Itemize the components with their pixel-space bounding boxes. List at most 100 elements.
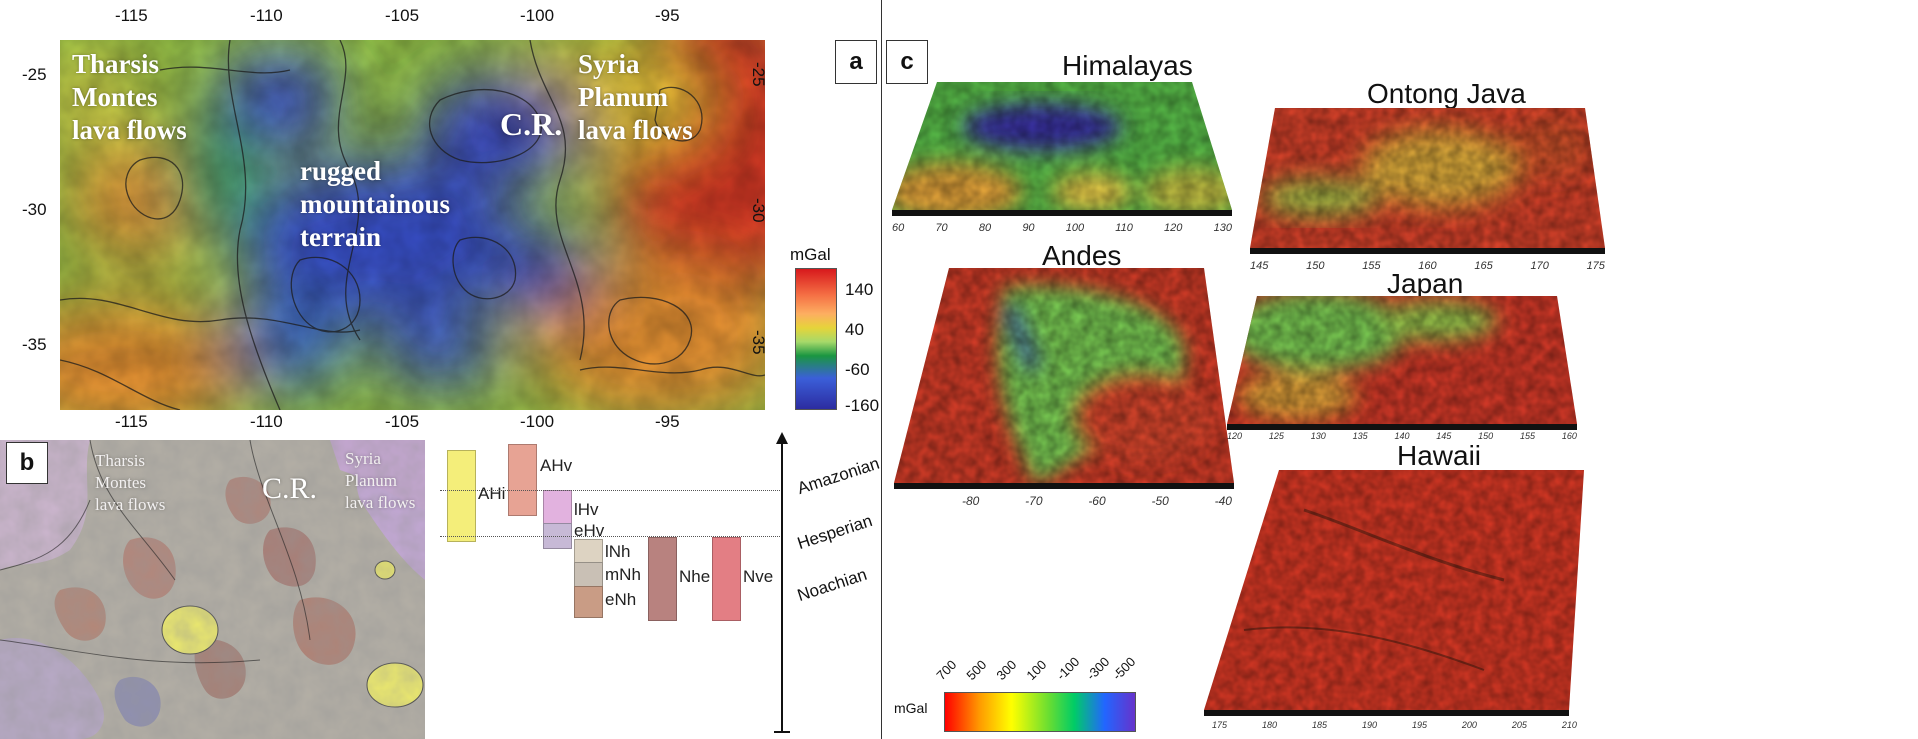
andes-tick: -50 bbox=[1151, 494, 1169, 508]
gravity-anomaly-map-image bbox=[60, 40, 765, 410]
hawaii-title: Hawaii bbox=[1397, 440, 1482, 471]
unit-enh-box bbox=[574, 586, 603, 618]
panel-divider bbox=[881, 0, 882, 739]
unit-lnh-box bbox=[574, 539, 603, 564]
himalayas-gravity-surface bbox=[892, 82, 1232, 216]
amazonian-hesperian-boundary bbox=[440, 490, 780, 491]
panel-a-colorbar-tick: -60 bbox=[845, 360, 870, 379]
gravity-anomaly-map: Tharsis Montes lava flows Syria Planum l… bbox=[60, 40, 765, 410]
japan-tick: 140 bbox=[1394, 431, 1410, 441]
geologic-map-image bbox=[0, 440, 425, 739]
ontong-java-tick: 145 bbox=[1250, 260, 1269, 272]
japan-tick: 130 bbox=[1310, 431, 1326, 441]
unit-mnh-box bbox=[574, 562, 603, 588]
japan-tick: 135 bbox=[1352, 431, 1368, 441]
panel-a-colorbar bbox=[795, 268, 837, 410]
hawaii-gravity-surface bbox=[1204, 470, 1584, 716]
japan-axis: 120 125 130 135 140 145 150 155 160 bbox=[1227, 431, 1577, 441]
ontong-java-axis: 145 150 155 160 165 170 175 bbox=[1250, 260, 1605, 272]
unit-nhe-box bbox=[648, 537, 677, 621]
japan-tick: 150 bbox=[1478, 431, 1494, 441]
himalayas-tick: 90 bbox=[1022, 222, 1035, 234]
unit-ahi-box bbox=[447, 450, 476, 542]
period-amazonian: Amazonian bbox=[795, 453, 882, 499]
panel-a-top-tick: -110 bbox=[250, 6, 283, 25]
tharsis-label: Tharsis Montes lava flows bbox=[72, 49, 187, 145]
unit-nhe-label: Nhe bbox=[679, 567, 711, 586]
japan-tick: 155 bbox=[1520, 431, 1536, 441]
panel-c-colorbar-tick: 300 bbox=[993, 657, 1020, 683]
hawaii-tick: 210 bbox=[1561, 720, 1577, 730]
ontong-java-tick: 160 bbox=[1418, 260, 1437, 272]
ontong-java-tick: 150 bbox=[1306, 260, 1325, 272]
panel-a-colorbar-tick: -160 bbox=[845, 396, 880, 415]
panel-c-colorbar-tick: 500 bbox=[963, 657, 990, 683]
panel-a-top-tick: -100 bbox=[520, 6, 555, 25]
panel-c-colorbar-unit: mGal bbox=[894, 700, 928, 716]
hawaii-tick: 205 bbox=[1511, 720, 1527, 730]
panel-a-top-tick: -105 bbox=[385, 6, 420, 25]
japan-tick: 125 bbox=[1268, 431, 1284, 441]
unit-nve-label: Nve bbox=[743, 567, 774, 586]
hawaii-tick: 195 bbox=[1411, 720, 1427, 730]
ontong-java-tick: 165 bbox=[1474, 260, 1493, 272]
panel-c-colorbar-tick: 700 bbox=[933, 657, 960, 683]
period-noachian: Noachian bbox=[795, 564, 870, 606]
hawaii-tick: 200 bbox=[1461, 720, 1477, 730]
panel-a-left-tick: -35 bbox=[22, 335, 47, 354]
time-arrow bbox=[774, 432, 790, 733]
panel-a-bottom-tick: -100 bbox=[520, 412, 555, 431]
hawaii-tick: 175 bbox=[1212, 720, 1228, 730]
japan-tick: 120 bbox=[1227, 431, 1243, 441]
panel-c-colorbar-tick: -100 bbox=[1053, 653, 1083, 683]
ontong-java-gravity-surface bbox=[1250, 108, 1605, 254]
panel-b-syria-label: Syria Planum lava flows bbox=[345, 449, 416, 512]
period-hesperian: Hesperian bbox=[795, 511, 875, 554]
panel-a-colorbar-tick: 40 bbox=[845, 320, 864, 339]
panel-a-label: a bbox=[835, 40, 877, 84]
unit-nve-box bbox=[712, 537, 741, 621]
unit-enh-label: eNh bbox=[605, 590, 637, 609]
ontong-java-tick: 155 bbox=[1362, 260, 1381, 272]
panel-a-colorbar-unit: mGal bbox=[790, 245, 831, 264]
himalayas-title: Himalayas bbox=[1062, 50, 1193, 81]
himalayas-axis: 60 70 80 90 100 110 120 130 bbox=[892, 222, 1232, 234]
andes-tick: -60 bbox=[1088, 494, 1106, 508]
andes-title: Andes bbox=[1042, 240, 1122, 271]
syria-label: Syria Planum lava flows bbox=[578, 49, 693, 145]
himalayas-tick: 130 bbox=[1213, 222, 1232, 234]
japan-tick: 145 bbox=[1436, 431, 1452, 441]
panel-a-top-tick: -95 bbox=[655, 6, 680, 25]
panel-a-bottom-tick: -115 bbox=[115, 412, 148, 431]
himalayas-tick: 60 bbox=[892, 222, 905, 234]
japan-title: Japan bbox=[1387, 268, 1464, 299]
panel-c-colorbar-tick: -300 bbox=[1083, 653, 1113, 683]
panel-b-label: b bbox=[6, 442, 48, 484]
panel-b-cr-label: C.R. bbox=[262, 472, 318, 505]
panel-c: c Himalayas 60 70 80 90 100 110 120 130 bbox=[882, 0, 1918, 739]
panel-a-bottom-tick: -110 bbox=[250, 412, 283, 431]
ontong-java-tick: 170 bbox=[1530, 260, 1549, 272]
panel-c-colorbar-tick: 100 bbox=[1023, 657, 1050, 683]
unit-ehv-label: eHv bbox=[574, 521, 605, 540]
panel-a: -115 -110 -105 -100 -95 -25 -30 -35 bbox=[0, 0, 880, 431]
hawaii-tick: 185 bbox=[1311, 720, 1327, 730]
unit-lnh-label: lNh bbox=[605, 542, 631, 561]
unit-lhv-box bbox=[543, 490, 572, 525]
panel-a-left-tick: -30 bbox=[22, 200, 47, 219]
andes-axis: -80 -70 -60 -50 -40 bbox=[962, 494, 1232, 508]
cr-label: C.R. bbox=[500, 106, 563, 142]
himalayas-tick: 100 bbox=[1065, 222, 1085, 234]
himalayas-tick: 70 bbox=[935, 222, 948, 234]
himalayas-tick: 120 bbox=[1164, 222, 1183, 234]
rugged-terrain-label: rugged mountainous terrain bbox=[300, 156, 451, 252]
unit-lhv-label: lHv bbox=[574, 500, 599, 519]
hawaii-axis: 175 180 185 190 195 200 205 210 bbox=[1212, 720, 1577, 730]
panel-a-right-tick: -25 bbox=[749, 62, 768, 87]
unit-ahv-box bbox=[508, 444, 537, 516]
japan-gravity-surface bbox=[1227, 296, 1577, 430]
himalayas-tick: 80 bbox=[978, 222, 992, 234]
panel-c-colorbar-tick: -500 bbox=[1109, 653, 1139, 683]
panel-b: Tharsis Montes lava flows Syria Planum l… bbox=[0, 432, 882, 739]
hesperian-noachian-boundary bbox=[440, 536, 780, 537]
